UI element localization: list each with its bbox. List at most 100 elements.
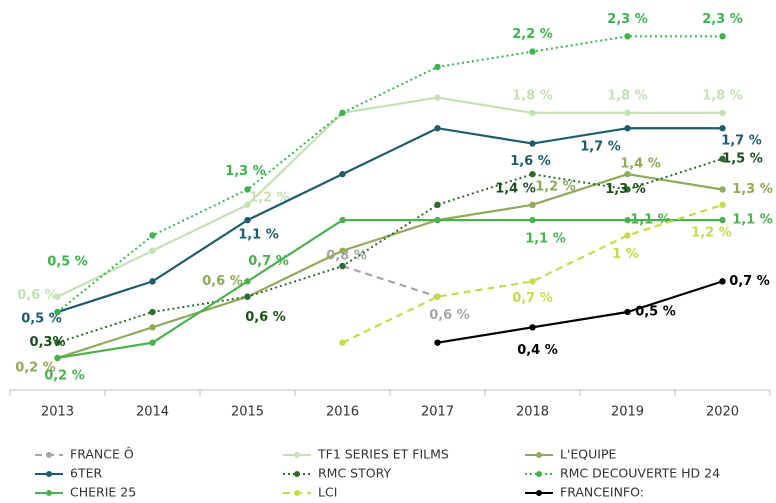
legend-marker bbox=[536, 490, 542, 496]
series-line bbox=[56, 35, 723, 313]
data-label: 0,6 % bbox=[202, 274, 243, 289]
legend-label: RMC STORY bbox=[318, 466, 391, 481]
data-point bbox=[719, 216, 726, 224]
data-label: 0,5 % bbox=[635, 305, 676, 320]
data-label: 1,1 % bbox=[525, 232, 566, 247]
legend-label: RMC DECOUVERTE HD 24 bbox=[560, 466, 720, 481]
data-point bbox=[244, 278, 251, 285]
x-tick-label: 2016 bbox=[326, 405, 359, 420]
data-label: 1,1 % bbox=[238, 228, 279, 243]
legend-label: TF1 SERIES ET FILMS bbox=[317, 447, 449, 462]
x-tick-label: 2019 bbox=[611, 405, 644, 420]
data-label: 1,6 % bbox=[510, 154, 551, 169]
series-line bbox=[57, 173, 723, 360]
data-label: 0,6 % bbox=[17, 288, 58, 303]
data-label: 2,2 % bbox=[512, 27, 553, 42]
data-point bbox=[149, 339, 156, 346]
legend-label: FRANCEINFO: bbox=[560, 485, 644, 500]
data-point bbox=[434, 94, 441, 101]
data-label: 0,7 % bbox=[512, 291, 553, 306]
data-label: 1 % bbox=[612, 247, 639, 262]
data-point bbox=[434, 339, 441, 346]
data-point bbox=[434, 201, 441, 208]
data-point bbox=[244, 216, 251, 224]
data-point bbox=[624, 170, 631, 178]
data-label: 0,4 % bbox=[517, 343, 558, 358]
data-label: 0,6 % bbox=[429, 308, 470, 323]
legend-marker bbox=[536, 452, 542, 458]
legend-marker bbox=[46, 490, 52, 496]
data-point bbox=[719, 201, 726, 208]
data-point bbox=[54, 308, 61, 316]
data-point bbox=[624, 186, 631, 193]
data-point bbox=[624, 232, 631, 239]
data-point bbox=[54, 339, 61, 346]
data-point bbox=[149, 324, 156, 331]
legend-marker bbox=[46, 471, 52, 477]
data-label: 0,8 % bbox=[326, 249, 367, 264]
data-point bbox=[719, 109, 726, 117]
legend-label: LCI bbox=[318, 485, 337, 500]
data-label: 1,3 % bbox=[732, 182, 773, 197]
data-point bbox=[529, 170, 536, 178]
data-point bbox=[624, 33, 631, 40]
data-label: 1,4 % bbox=[620, 157, 661, 172]
data-label: 1,7 % bbox=[580, 140, 621, 155]
data-point bbox=[624, 109, 631, 117]
data-label: 1,1 % bbox=[630, 213, 671, 228]
data-point bbox=[434, 125, 441, 132]
legend-label: CHERIE 25 bbox=[70, 485, 136, 500]
data-label: 0,2 % bbox=[15, 360, 56, 375]
data-point bbox=[54, 354, 61, 362]
data-point bbox=[339, 339, 346, 346]
data-point bbox=[529, 324, 536, 331]
data-label: 1,5 % bbox=[722, 151, 763, 166]
x-tick-label: 2017 bbox=[421, 405, 454, 420]
data-point bbox=[244, 293, 251, 300]
data-label: 1,2 % bbox=[249, 190, 290, 205]
data-label: 0,6 % bbox=[245, 310, 286, 325]
data-point bbox=[434, 216, 441, 224]
data-label: 1,8 % bbox=[512, 88, 553, 103]
series-line bbox=[57, 157, 723, 344]
data-point bbox=[149, 278, 156, 285]
x-tick-label: 2020 bbox=[706, 405, 739, 420]
legend-marker bbox=[294, 490, 300, 496]
legend-marker bbox=[294, 471, 300, 477]
data-point bbox=[339, 247, 346, 254]
data-point bbox=[719, 278, 726, 285]
legend-marker bbox=[294, 452, 300, 458]
data-point bbox=[149, 247, 156, 254]
x-tick-label: 2014 bbox=[136, 405, 169, 420]
data-label: 1,4 % bbox=[495, 182, 536, 197]
data-label: 1,8 % bbox=[607, 88, 648, 103]
data-label: 2,3 % bbox=[607, 12, 648, 27]
data-point bbox=[529, 48, 536, 55]
data-point bbox=[529, 216, 536, 224]
data-point bbox=[624, 308, 631, 316]
series-line bbox=[342, 203, 723, 344]
data-label: 0,5 % bbox=[47, 255, 88, 270]
x-tick-label: 2015 bbox=[231, 405, 264, 420]
data-point bbox=[529, 201, 536, 208]
data-label: 0,7 % bbox=[729, 274, 770, 289]
data-label: 1,3 % bbox=[225, 164, 266, 179]
data-point bbox=[529, 140, 536, 147]
data-point bbox=[434, 63, 441, 71]
data-point bbox=[339, 109, 346, 117]
data-point bbox=[719, 33, 726, 40]
data-point bbox=[719, 186, 726, 193]
data-point bbox=[529, 109, 536, 117]
x-tick-label: 2018 bbox=[516, 405, 549, 420]
data-point bbox=[244, 201, 251, 208]
data-point bbox=[339, 170, 346, 178]
data-point bbox=[624, 125, 631, 132]
data-point bbox=[434, 293, 441, 300]
x-tick-label: 2013 bbox=[41, 405, 74, 420]
series-line bbox=[57, 127, 723, 314]
data-label: 1,7 % bbox=[721, 134, 762, 149]
data-label: 0,2 % bbox=[44, 368, 85, 383]
data-label: 0,5 % bbox=[21, 312, 62, 327]
legend-label: 6TER bbox=[70, 466, 102, 481]
